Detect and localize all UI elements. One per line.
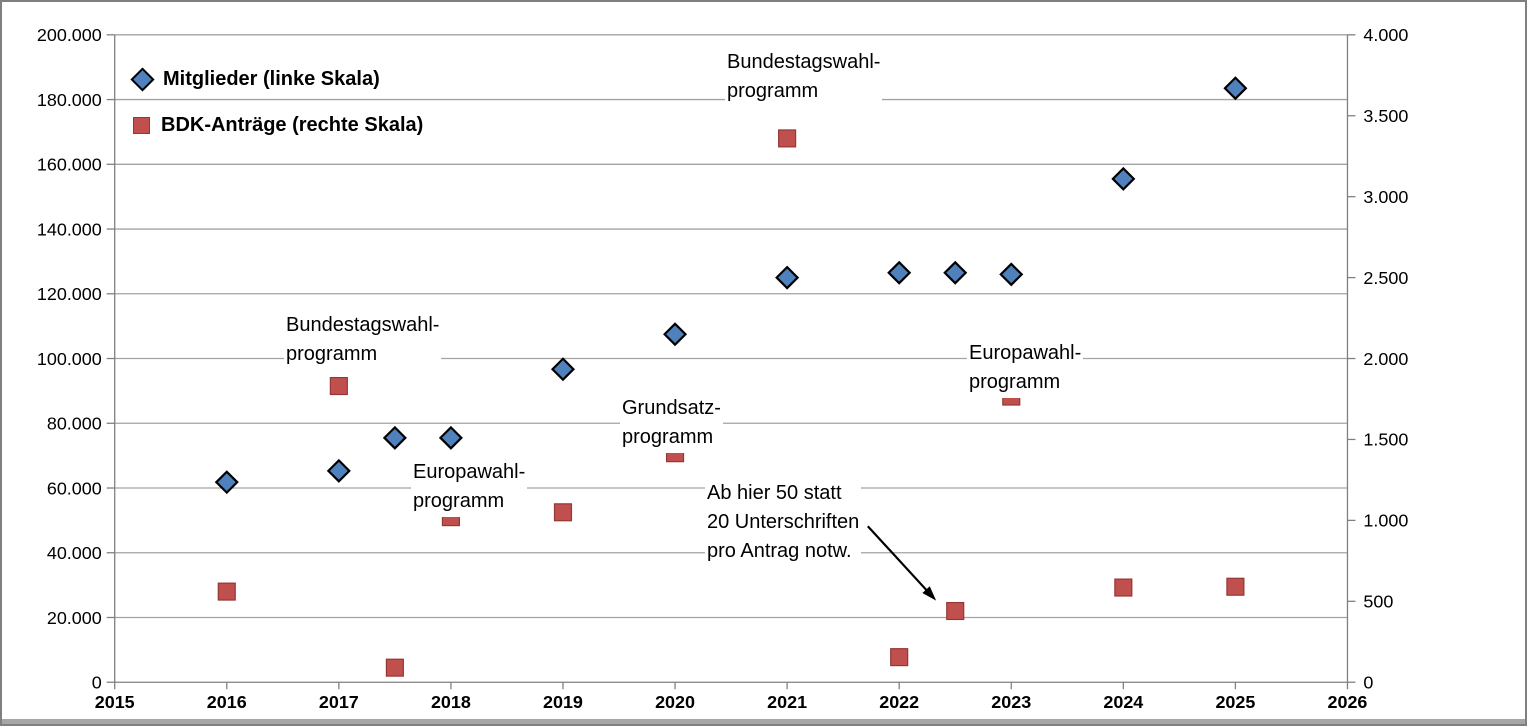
annotation-unterschriften-regel: Ab hier 50 statt 20 Unterschriften pro Ant… xyxy=(705,478,862,567)
data-point-bdk-antr-ge-2021 xyxy=(778,129,797,148)
data-point-mitglieder-2021 xyxy=(775,265,800,290)
series-bdk-antr-ge xyxy=(217,129,1245,677)
data-point-bdk-antr-ge-2016 xyxy=(217,582,236,601)
y-right-tick-label: 3.500 xyxy=(1363,106,1408,126)
data-point-mitglieder-2022.5 xyxy=(943,260,968,285)
annotation-europawahl-2023: Europawahl-programm xyxy=(967,338,1084,398)
chart-legend: Mitglieder (linke Skala) BDK-Anträge (re… xyxy=(130,56,423,148)
x-tick-label: 2018 xyxy=(431,692,471,712)
legend-item-bdk-antraege: BDK-Anträge (rechte Skala) xyxy=(132,102,423,148)
y-left-tick-label: 200.000 xyxy=(37,25,102,45)
annotation-line: programm xyxy=(413,490,505,512)
x-tick-label: 2017 xyxy=(319,692,359,712)
data-point-bdk-antr-ge-2025 xyxy=(1226,577,1245,596)
x-tick-label: 2024 xyxy=(1103,692,1143,712)
y-right-tick-label: 2.500 xyxy=(1363,268,1408,288)
y-right-tick-label: 1.500 xyxy=(1363,430,1408,450)
annotation-line: Europawahl- xyxy=(969,342,1082,364)
data-point-mitglieder-2023 xyxy=(999,262,1024,287)
y-left-tick-label: 20.000 xyxy=(47,608,102,628)
data-point-mitglieder-2017 xyxy=(326,458,351,483)
data-point-bdk-antr-ge-2017.5 xyxy=(385,658,404,677)
y-right-tick-label: 2.000 xyxy=(1363,349,1408,369)
annotation-line: programm xyxy=(286,343,378,365)
data-point-mitglieder-2025 xyxy=(1223,76,1248,101)
data-point-mitglieder-2022 xyxy=(887,260,912,285)
y-axis-left-labels: 200.000 180.000 160.000 140.000 120.000 100.0… xyxy=(37,25,115,692)
series-mitglieder xyxy=(214,76,1248,495)
annotation-bundestagswahl-2021: Bundestagswahl-programm xyxy=(725,47,883,107)
x-tick-label: 2021 xyxy=(767,692,807,712)
annotation-line: Ab hier 50 statt xyxy=(707,482,842,504)
y-axis-right-labels: 4.000 3.500 3.000 2.500 2.000 1.500 1.000 500 0 xyxy=(1347,25,1408,692)
annotation-line: Bundestagswahl- xyxy=(286,314,440,336)
data-point-mitglieder-2016 xyxy=(214,470,239,495)
y-left-tick-label: 160.000 xyxy=(37,155,102,175)
annotation-line: programm xyxy=(727,80,819,102)
annotation-bundestagswahl-2017: Bundestagswahl-programm xyxy=(284,310,442,370)
annotation-line: pro Antrag notw. xyxy=(707,540,852,562)
x-tick-label: 2016 xyxy=(207,692,247,712)
y-left-tick-label: 120.000 xyxy=(37,284,102,304)
annotation-line: Europawahl- xyxy=(413,461,526,483)
annotation-line: Grundsatz- xyxy=(622,397,721,419)
x-tick-label: 2019 xyxy=(543,692,583,712)
annotation-line: Bundestagswahl- xyxy=(727,51,881,73)
data-point-mitglieder-2018 xyxy=(438,425,463,450)
annotation-europawahl-2018: Europawahl-programm xyxy=(411,457,528,517)
square-marker-icon xyxy=(133,116,150,134)
y-left-tick-label: 180.000 xyxy=(37,90,102,110)
diamond-marker-icon xyxy=(130,66,155,92)
y-left-tick-label: 60.000 xyxy=(47,478,102,498)
legend-item-mitglieder: Mitglieder (linke Skala) xyxy=(130,56,423,102)
y-right-tick-label: 0 xyxy=(1363,673,1373,693)
x-tick-label: 2026 xyxy=(1328,692,1368,712)
y-left-tick-label: 80.000 xyxy=(47,414,102,434)
legend-label-mitglieder: Mitglieder (linke Skala) xyxy=(163,67,380,90)
annotation-arrow xyxy=(867,525,937,601)
data-point-bdk-antr-ge-2017 xyxy=(329,376,348,396)
x-tick-label: 2015 xyxy=(95,692,135,712)
x-tick-label: 2025 xyxy=(1215,692,1255,712)
data-point-mitglieder-2019 xyxy=(550,357,576,382)
y-right-tick-label: 500 xyxy=(1363,592,1393,612)
data-point-bdk-antr-ge-2022.5 xyxy=(946,601,965,621)
data-point-mitglieder-2017.5 xyxy=(382,425,407,450)
annotation-line: 20 Unterschriften xyxy=(707,511,860,533)
x-axis-labels: 2015 2016 2017 2018 2019 2020 2021 2022 2023 2024… xyxy=(95,682,1368,712)
x-tick-label: 2022 xyxy=(879,692,919,712)
data-point-bdk-antr-ge-2024 xyxy=(1114,578,1133,597)
annotation-grundsatz-2020: Grundsatz-programm xyxy=(620,393,723,453)
x-tick-label: 2023 xyxy=(991,692,1031,712)
annotation-line: programm xyxy=(622,426,714,448)
y-left-tick-label: 0 xyxy=(92,673,102,693)
data-point-bdk-antr-ge-2022 xyxy=(890,648,909,667)
annotation-line: programm xyxy=(969,371,1061,393)
y-left-tick-label: 100.000 xyxy=(37,349,102,369)
y-left-tick-label: 140.000 xyxy=(37,219,102,239)
data-point-mitglieder-2024 xyxy=(1111,166,1136,191)
y-right-tick-label: 1.000 xyxy=(1363,511,1408,531)
data-point-bdk-antr-ge-2019 xyxy=(553,503,573,522)
data-point-mitglieder-2020 xyxy=(663,322,688,347)
x-tick-label: 2020 xyxy=(655,692,695,712)
y-right-tick-label: 3.000 xyxy=(1363,187,1408,207)
y-right-tick-label: 4.000 xyxy=(1363,25,1408,45)
legend-label-bdk-antraege: BDK-Anträge (rechte Skala) xyxy=(161,113,424,136)
y-left-tick-label: 40.000 xyxy=(47,543,102,563)
